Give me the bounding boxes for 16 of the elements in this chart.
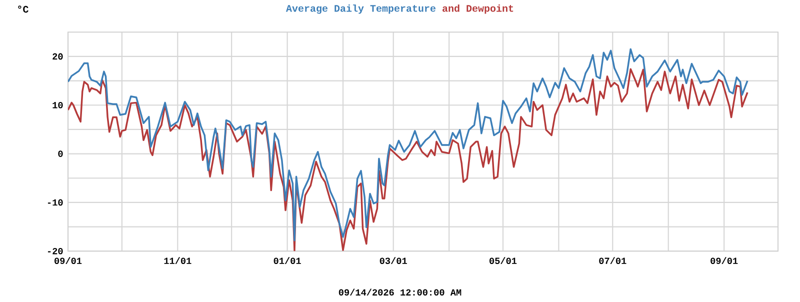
y-tick-label: 20 [52, 53, 63, 60]
text: and Dewpoint [442, 4, 514, 14]
y-tick-label: 0 [58, 150, 63, 157]
x-tick-label: 09/01 [710, 257, 738, 264]
y-tick-label: -10 [48, 199, 63, 206]
x-tick-label: 09/01 [54, 257, 82, 264]
x-tick-label: 11/01 [164, 257, 192, 264]
text: Average Daily Temperature [286, 4, 436, 14]
x-tick-label: 01/01 [274, 257, 301, 264]
y-tick-label: 10 [52, 102, 63, 108]
text: 09/14/2026 12:00:00 AM [338, 288, 462, 296]
y-axis-title: °C [18, 6, 28, 13]
x-tick-label: 05/01 [490, 257, 517, 264]
x-tick-label: 03/01 [380, 257, 407, 264]
x-tick-label: 07/01 [599, 257, 626, 264]
y-tick-label: -20 [48, 248, 63, 254]
